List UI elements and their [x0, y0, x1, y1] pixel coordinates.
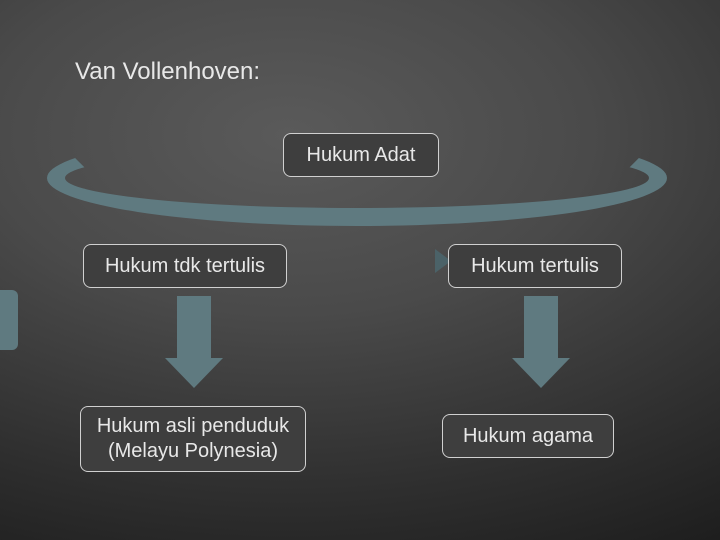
node-label: Hukum agama	[463, 424, 593, 449]
node-hukum-tertulis: Hukum tertulis	[448, 244, 622, 288]
node-label: Hukum tertulis	[471, 254, 599, 279]
node-hukum-tdk-tertulis: Hukum tdk tertulis	[83, 244, 287, 288]
node-hukum-agama: Hukum agama	[442, 414, 614, 458]
node-label: Hukum tdk tertulis	[105, 254, 265, 279]
node-hukum-asli-penduduk: Hukum asli penduduk(Melayu Polynesia)	[80, 406, 306, 472]
arrow-down-left	[165, 296, 223, 388]
node-label: Hukum Adat	[307, 143, 416, 168]
page-title: Van Vollenhoven:	[75, 58, 260, 86]
node-label: Hukum asli penduduk(Melayu Polynesia)	[97, 414, 289, 464]
node-hukum-adat: Hukum Adat	[283, 133, 439, 177]
slide-marker	[0, 290, 18, 350]
arrow-down-right	[512, 296, 570, 388]
